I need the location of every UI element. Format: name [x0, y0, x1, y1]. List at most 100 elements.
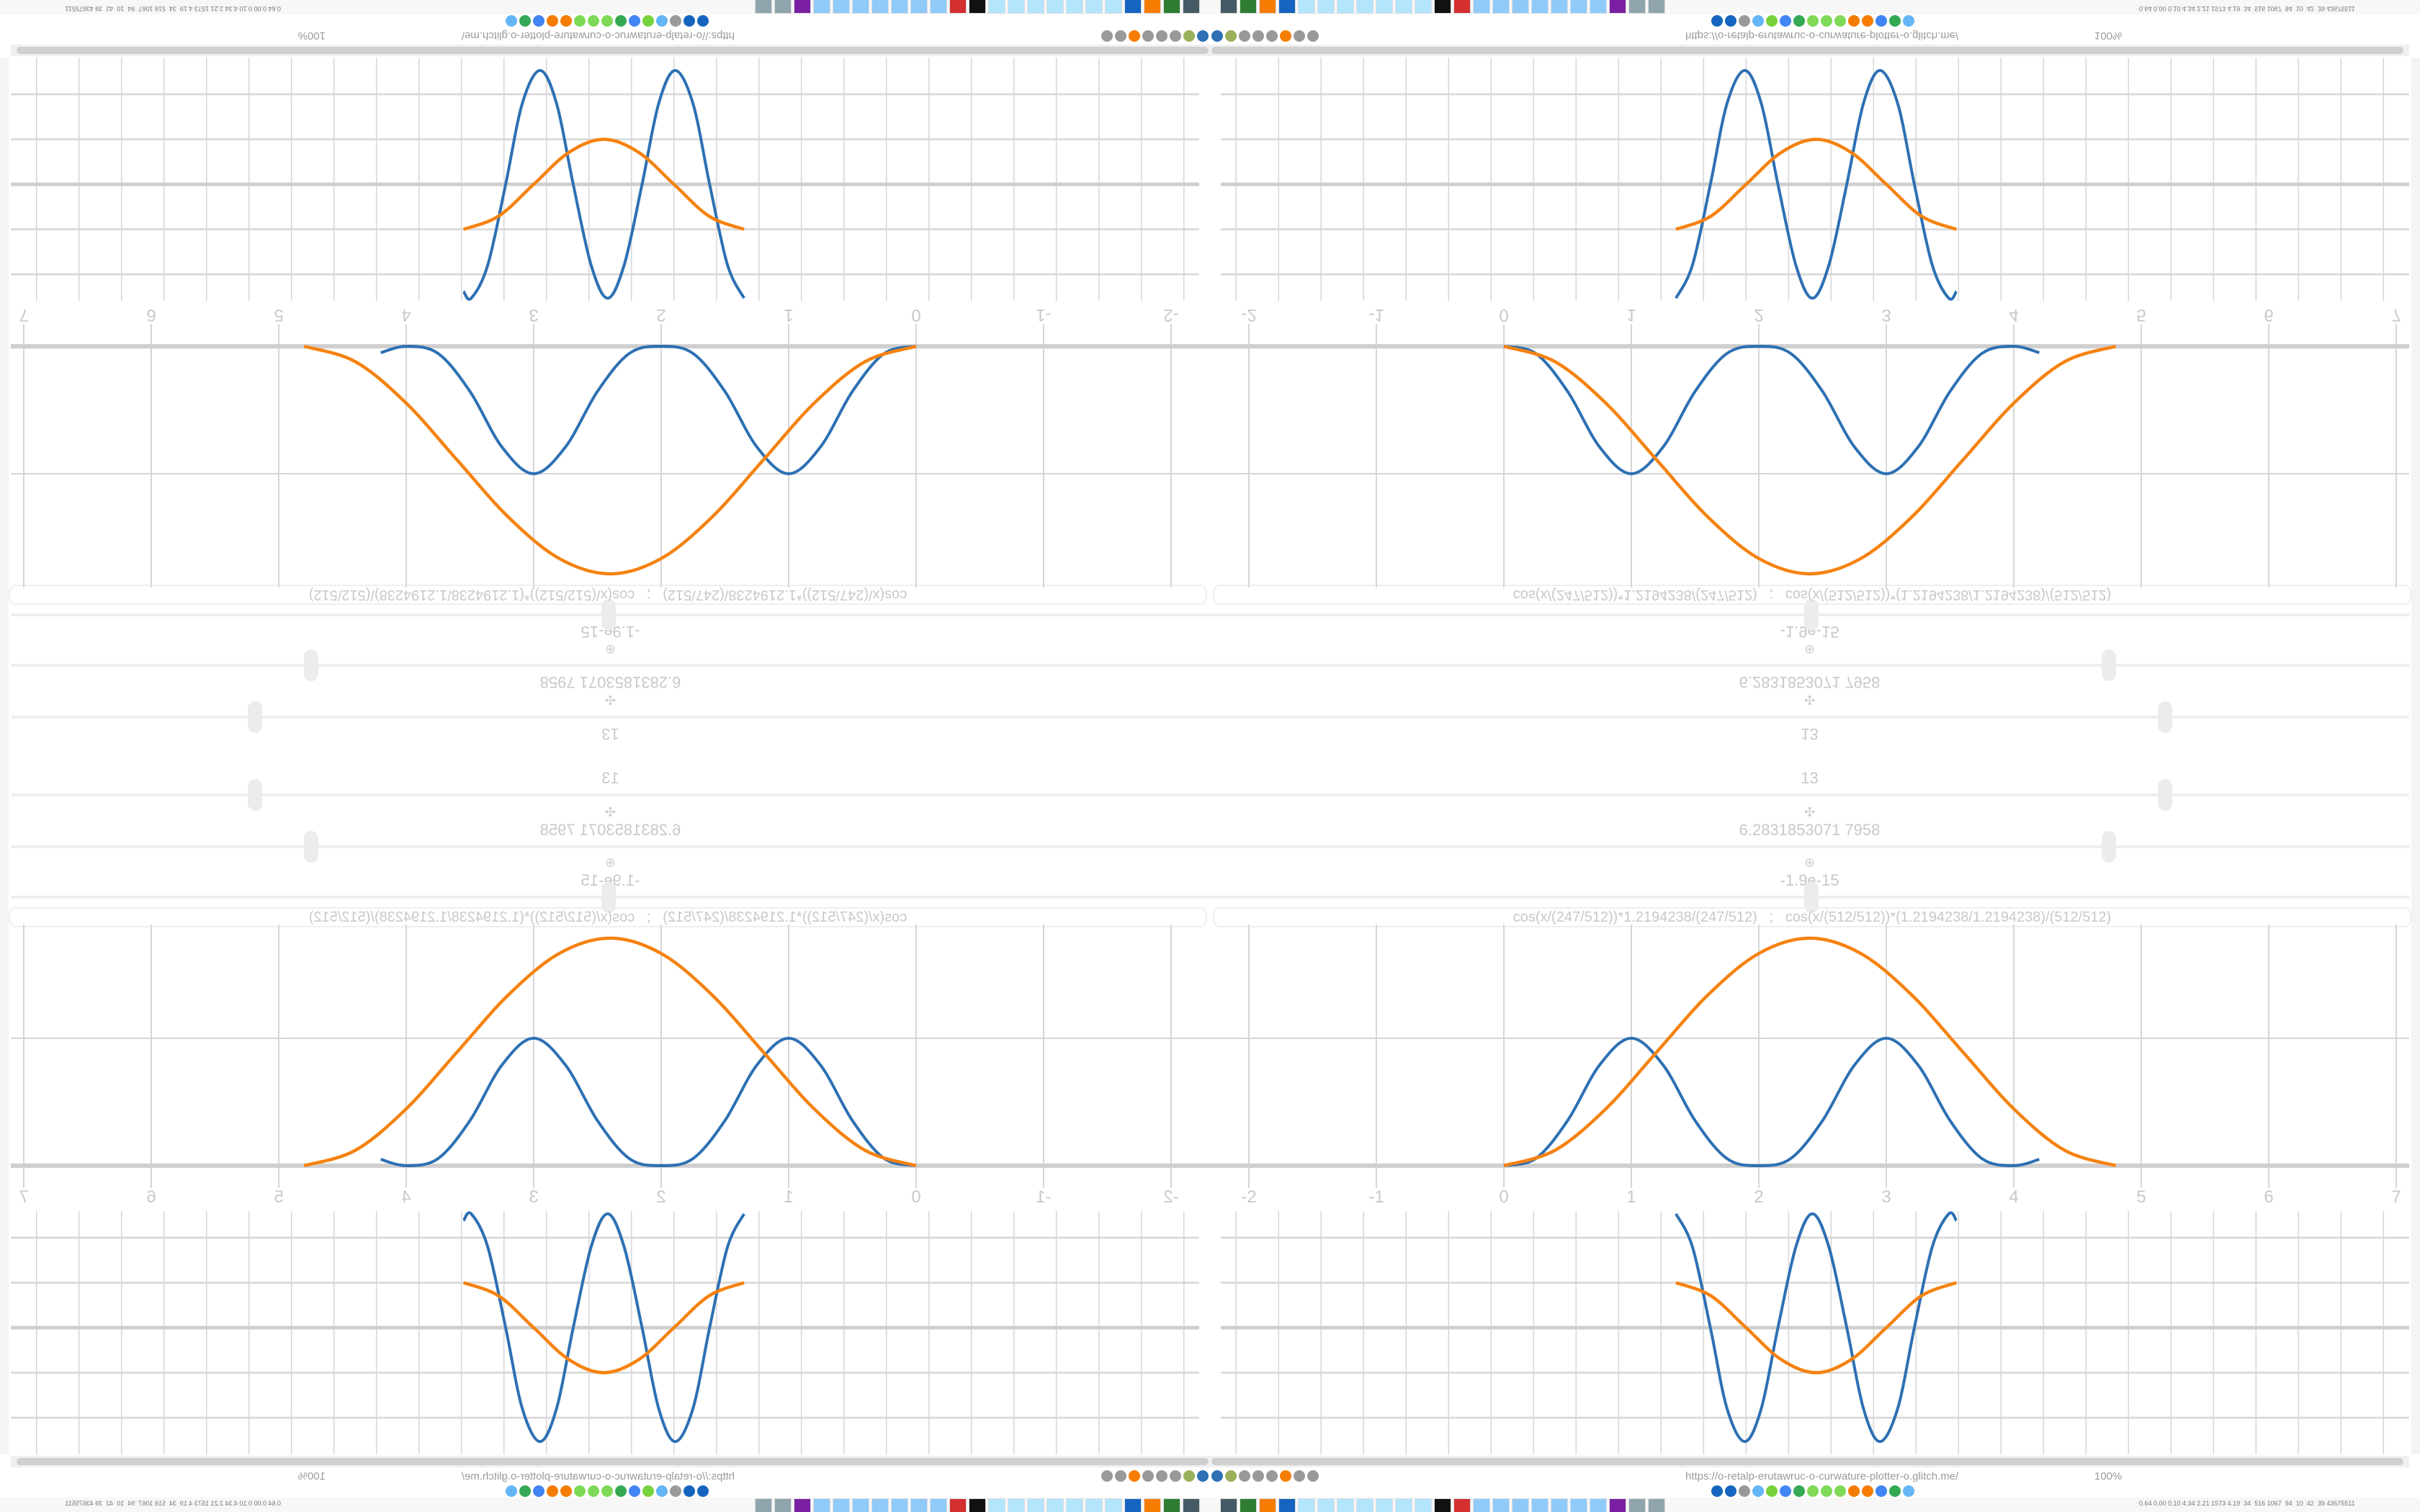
taskbar-app-icon[interactable]	[1144, 1498, 1161, 1512]
toolbar-button-icon[interactable]	[1115, 30, 1126, 42]
taskbar-app-icon[interactable]	[774, 0, 792, 14]
toolbar-button-icon[interactable]	[1101, 30, 1113, 42]
taskbar-app-icon[interactable]	[813, 1498, 830, 1512]
bookmark-icon[interactable]	[588, 15, 599, 27]
taskbar-app-icon[interactable]	[1240, 0, 1257, 14]
bookmark-icon[interactable]	[574, 1485, 586, 1497]
bookmark-icon[interactable]	[574, 15, 586, 27]
taskbar-app-icon[interactable]	[1278, 1498, 1296, 1512]
bookmark-icon[interactable]	[506, 15, 517, 27]
toolbar-button-icon[interactable]	[1170, 1470, 1181, 1482]
taskbar-app-icon[interactable]	[1376, 1498, 1393, 1512]
taskbar-app-icon[interactable]	[1027, 1498, 1044, 1512]
bookmark-icon[interactable]	[1821, 15, 1832, 27]
taskbar-app-icon[interactable]	[852, 0, 869, 14]
taskbar-app-icon[interactable]	[1376, 0, 1393, 14]
toolbar-button-icon[interactable]	[1211, 1470, 1223, 1482]
bookmark-icon[interactable]	[1780, 15, 1791, 27]
bookmark-icon[interactable]	[506, 1485, 517, 1497]
taskbar-app-icon[interactable]	[1105, 1498, 1122, 1512]
bookmark-icon[interactable]	[547, 15, 558, 27]
taskbar-app-icon[interactable]	[1356, 0, 1373, 14]
taskbar-app-icon[interactable]	[1047, 1498, 1064, 1512]
taskbar-app-icon[interactable]	[1492, 0, 1510, 14]
zoom-level[interactable]: 100%	[297, 1470, 326, 1482]
taskbar-app-icon[interactable]	[1628, 0, 1646, 14]
toolbar-button-icon[interactable]	[1266, 1470, 1278, 1482]
taskbar-app-icon[interactable]	[1473, 0, 1490, 14]
taskbar-app-icon[interactable]	[1531, 1498, 1549, 1512]
scrollbar-thumb[interactable]	[1211, 1458, 2403, 1465]
taskbar-app-icon[interactable]	[1085, 0, 1103, 14]
taskbar-app-icon[interactable]	[949, 0, 967, 14]
toolbar-button-icon[interactable]	[1280, 30, 1291, 42]
taskbar-app-icon[interactable]	[1590, 1498, 1607, 1512]
taskbar-app-icon[interactable]	[1648, 1498, 1665, 1512]
taskbar-app-icon[interactable]	[1105, 0, 1122, 14]
bookmark-icon[interactable]	[629, 1485, 640, 1497]
taskbar-app-icon[interactable]	[1085, 1498, 1103, 1512]
toolbar-button-icon[interactable]	[1156, 30, 1168, 42]
taskbar-app-icon[interactable]	[1531, 0, 1549, 14]
taskbar-app-icon[interactable]	[930, 0, 947, 14]
toolbar-button-icon[interactable]	[1142, 30, 1154, 42]
address-bar[interactable]: https://o-retalp-erutawruc-o-curwature-p…	[1685, 1470, 1959, 1482]
bookmark-icon[interactable]	[684, 15, 695, 27]
taskbar-app-icon[interactable]	[1609, 1498, 1626, 1512]
bookmark-icon[interactable]	[1834, 15, 1846, 27]
bookmark-icon[interactable]	[1725, 15, 1736, 27]
bookmark-icon[interactable]	[1807, 15, 1819, 27]
taskbar-icons[interactable]	[755, 0, 1200, 14]
bookmark-icons[interactable]	[506, 15, 709, 27]
taskbar-app-icon[interactable]	[1317, 0, 1335, 14]
taskbar-app-icon[interactable]	[1144, 0, 1161, 14]
graph-canvas[interactable]: -2 -1 0 1 2 3 4 5 6 7	[1210, 756, 2420, 1456]
toolbar-button-icon[interactable]	[1294, 1470, 1305, 1482]
bookmark-icon[interactable]	[1766, 1485, 1778, 1497]
taskbar-app-icon[interactable]	[1183, 1498, 1200, 1512]
taskbar-app-icon[interactable]	[1648, 0, 1665, 14]
taskbar-app-icon[interactable]	[833, 1498, 850, 1512]
taskbar-app-icon[interactable]	[1278, 0, 1296, 14]
bookmark-icon[interactable]	[642, 15, 654, 27]
bookmark-icon[interactable]	[615, 15, 627, 27]
taskbar-app-icon[interactable]	[1415, 0, 1432, 14]
bookmark-icons[interactable]	[1711, 1485, 1914, 1497]
toolbar-button-icon[interactable]	[1252, 1470, 1264, 1482]
taskbar-app-icon[interactable]	[969, 0, 986, 14]
bookmark-icon[interactable]	[642, 1485, 654, 1497]
toolbar-button-icon[interactable]	[1239, 30, 1250, 42]
bookmark-icon[interactable]	[533, 15, 544, 27]
bookmark-icon[interactable]	[519, 1485, 531, 1497]
toolbar-button-icon[interactable]	[1197, 1470, 1209, 1482]
bookmark-icon[interactable]	[547, 1485, 558, 1497]
bookmark-icon[interactable]	[1903, 1485, 1914, 1497]
bookmark-icon[interactable]	[1834, 1485, 1846, 1497]
bookmark-icon[interactable]	[1862, 15, 1873, 27]
bookmark-icon[interactable]	[519, 15, 531, 27]
taskbar-app-icon[interactable]	[1317, 1498, 1335, 1512]
taskbar-app-icon[interactable]	[1453, 0, 1471, 14]
taskbar-app-icon[interactable]	[794, 0, 811, 14]
taskbar-app-icon[interactable]	[1047, 0, 1064, 14]
taskbar-app-icon[interactable]	[1124, 1498, 1142, 1512]
toolbar-button-icon[interactable]	[1170, 30, 1181, 42]
toolbar-button-icon[interactable]	[1280, 1470, 1291, 1482]
zoom-level[interactable]: 100%	[2094, 30, 2123, 42]
taskbar-app-icon[interactable]	[1220, 1498, 1237, 1512]
taskbar-app-icon[interactable]	[1259, 0, 1276, 14]
graph-canvas[interactable]: -2 -1 0 1 2 3 4 5 6 7	[1210, 56, 2420, 756]
slider-track-3[interactable]	[1210, 881, 2409, 913]
toolbar-button-icon[interactable]	[1307, 30, 1319, 42]
scrollbar-horizontal[interactable]	[1210, 1456, 2409, 1467]
bookmark-icon[interactable]	[588, 1485, 599, 1497]
taskbar-app-icon[interactable]	[1008, 0, 1025, 14]
taskbar-app-icon[interactable]	[910, 1498, 928, 1512]
bookmark-icon[interactable]	[601, 1485, 613, 1497]
taskbar-app-icon[interactable]	[774, 1498, 792, 1512]
bookmark-icon[interactable]	[1766, 15, 1778, 27]
toolbar-icons[interactable]	[1101, 1470, 1209, 1482]
taskbar-app-icon[interactable]	[1356, 1498, 1373, 1512]
taskbar-app-icon[interactable]	[891, 0, 908, 14]
toolbar-button-icon[interactable]	[1307, 1470, 1319, 1482]
